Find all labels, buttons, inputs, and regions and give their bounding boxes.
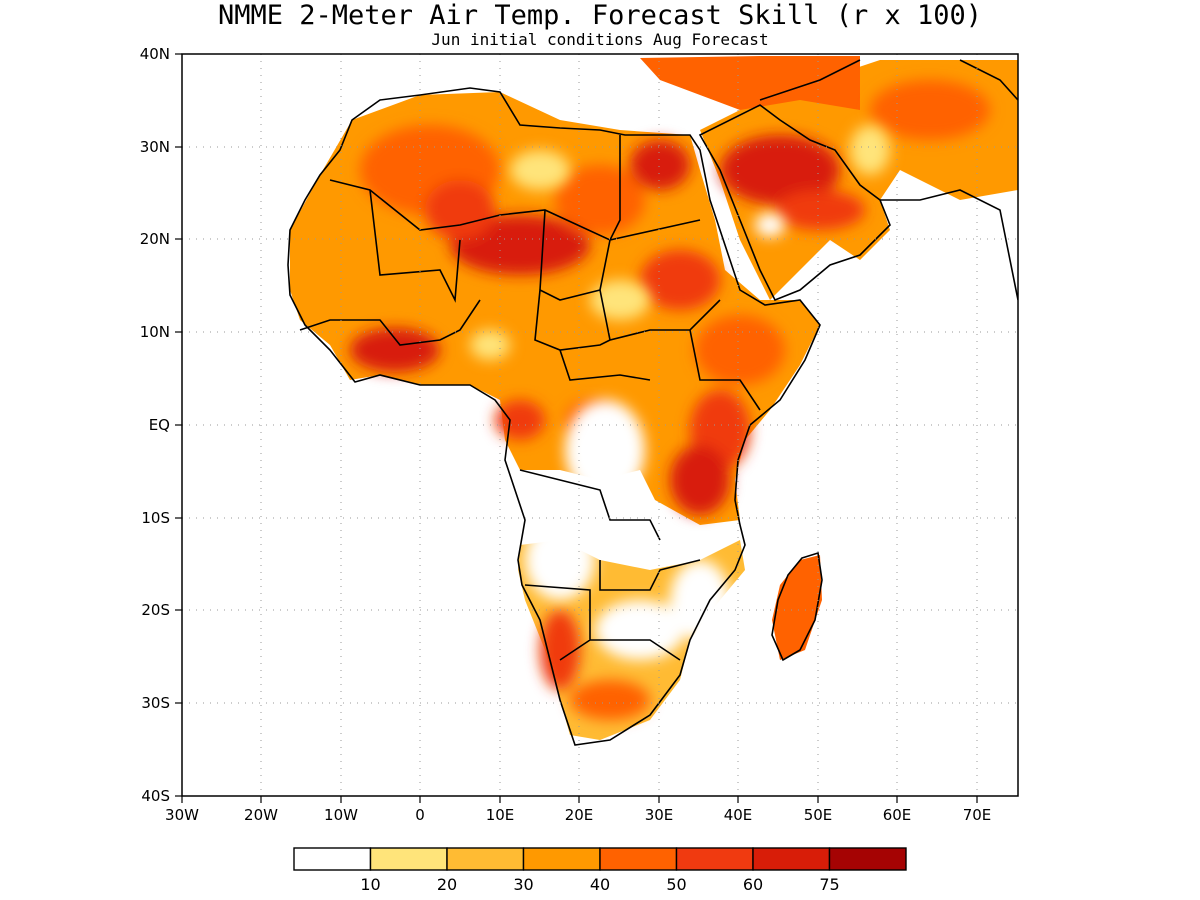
coastline-arabia (698, 104, 891, 302)
colorbar-swatch (675, 847, 754, 871)
x-tick-label: 40E (724, 806, 753, 824)
y-tick-label: 40S (141, 787, 170, 805)
x-tick-label: 30E (645, 806, 674, 824)
y-axis-labels: 40N 30N 20N 10N EQ 10S 20S 30S 40S (140, 45, 170, 805)
colorbar-label: 60 (743, 875, 763, 894)
x-tick-label: 70E (963, 806, 992, 824)
x-tick-label: 20W (244, 806, 278, 824)
colorbar-label: 10 (360, 875, 380, 894)
tick-marks (175, 53, 978, 803)
y-tick-label: 10N (140, 323, 170, 341)
x-tick-label: 60E (883, 806, 912, 824)
map-title: NMME 2-Meter Air Temp. Forecast Skill (r… (218, 0, 982, 31)
grid-lines (182, 54, 1018, 796)
colorbar-label: 50 (666, 875, 686, 894)
y-tick-label: 30N (140, 138, 170, 156)
colorbar-label: 30 (513, 875, 533, 894)
colorbar: 10 20 30 40 50 60 75 (293, 847, 907, 894)
map-subtitle: Jun initial conditions Aug Forecast (431, 30, 768, 49)
y-tick-label: 10S (141, 509, 170, 527)
coastline-madagascar (771, 551, 823, 662)
skill-blobs (350, 80, 990, 720)
colorbar-swatch (446, 847, 525, 871)
colorbar-swatch (369, 847, 448, 871)
y-tick-label: 20S (141, 601, 170, 619)
colorbar-label: 40 (590, 875, 610, 894)
colorbar-swatch (599, 847, 678, 871)
colorbar-swatch (522, 847, 601, 871)
colorbar-label: 75 (819, 875, 839, 894)
y-tick-label: 20N (140, 230, 170, 248)
colorbar-swatch (828, 847, 907, 871)
y-tick-label: 40N (140, 45, 170, 63)
coastline-asia (759, 59, 1018, 301)
x-tick-label: 20E (565, 806, 594, 824)
x-tick-label: 10W (324, 806, 358, 824)
x-tick-label: 50E (804, 806, 833, 824)
x-tick-label: 0 (415, 806, 425, 824)
plot-area (182, 54, 1018, 796)
x-tick-label: 30W (165, 806, 199, 824)
coastline-africa (287, 87, 821, 746)
x-tick-label: 10E (486, 806, 515, 824)
colorbar-label: 20 (437, 875, 457, 894)
x-axis-labels: 30W 20W 10W 0 10E 20E 30E 40E 50E 60E 70… (165, 806, 991, 824)
colorbar-swatch (293, 847, 372, 871)
low-skill-areas (470, 125, 890, 660)
colorbar-swatch (752, 847, 831, 871)
y-tick-label: 30S (141, 694, 170, 712)
y-tick-label: EQ (149, 416, 170, 434)
